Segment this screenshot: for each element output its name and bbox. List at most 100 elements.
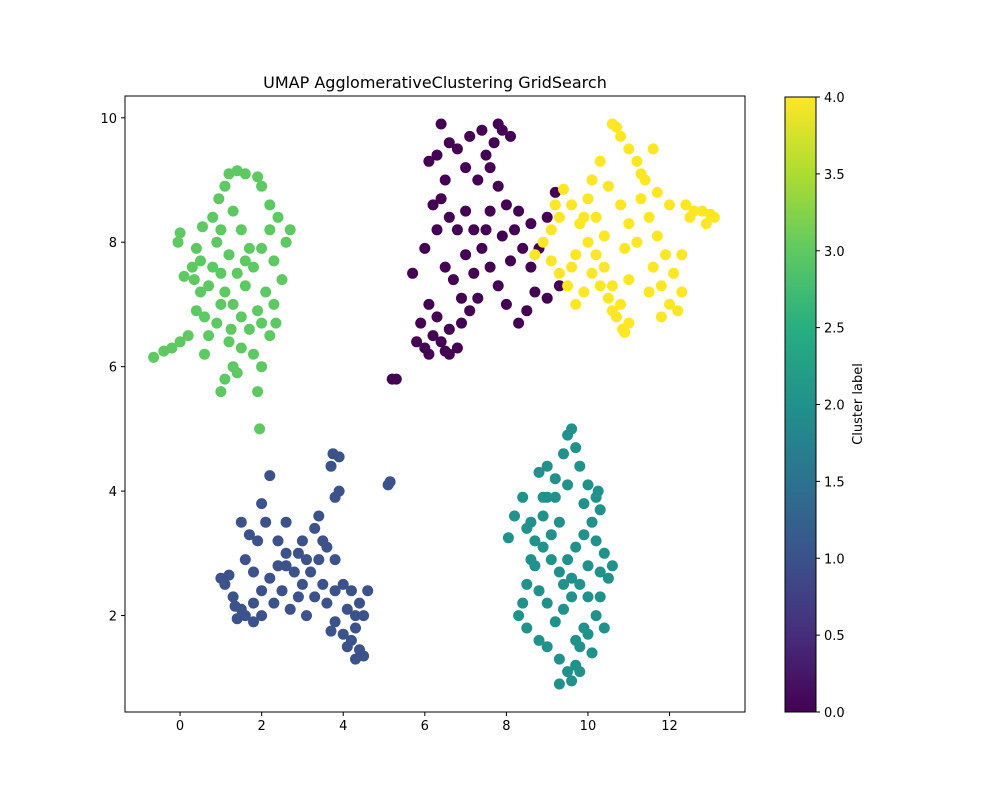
scatter-point-cluster-3-6: [172, 236, 184, 248]
scatter-point-cluster-4-38: [655, 280, 667, 292]
scatter-point-cluster-1-41: [280, 516, 292, 528]
x-tick-label: 4: [339, 719, 347, 734]
scatter-point-cluster-0-40: [541, 211, 553, 223]
scatter-point-cluster-2-58: [558, 578, 569, 590]
colorbar-tick-label: 0.0: [824, 706, 845, 721]
colorbar-tick-label: 1.0: [824, 552, 845, 567]
scatter-point-cluster-3-64: [188, 274, 200, 286]
scatter-point-cluster-1-24: [362, 585, 374, 597]
scatter-point-cluster-3-43: [219, 373, 231, 385]
scatter-point-cluster-2-57: [594, 566, 606, 578]
scatter-point-cluster-1-52: [329, 491, 341, 503]
scatter-point-cluster-1-36: [260, 516, 272, 528]
scatter-point-cluster-0-53: [484, 205, 496, 217]
scatter-point-cluster-1-42: [272, 535, 284, 547]
scatter-point-cluster-4-18: [578, 286, 590, 298]
scatter-point-cluster-0-68: [525, 218, 537, 230]
scatter-point-cluster-0-17: [451, 224, 463, 236]
scatter-point-cluster-2-64: [598, 622, 610, 634]
scatter-point-cluster-1-53: [325, 460, 337, 472]
scatter-point-cluster-0-10: [431, 311, 443, 323]
scatter-point-cluster-0-19: [435, 193, 447, 205]
scatter-point-cluster-1-61: [292, 547, 304, 559]
scatter-point-cluster-2-10: [574, 460, 586, 472]
scatter-point-cluster-2-18: [553, 566, 565, 578]
scatter-point-cluster-4-67: [676, 249, 688, 261]
scatter-point-cluster-3-12: [190, 305, 202, 317]
scatter-point-cluster-1-31: [341, 641, 353, 653]
scatter-point-cluster-0-51: [468, 224, 480, 236]
scatter-point-cluster-0-60: [435, 118, 447, 130]
scatter-point-cluster-1-38: [264, 470, 276, 482]
scatter-point-cluster-3-36: [268, 255, 280, 267]
scatter-point-cluster-3-48: [235, 311, 247, 323]
scatter-point-cluster-4-40: [680, 199, 692, 211]
scatter-point-cluster-1-21: [337, 578, 349, 590]
scatter-point-cluster-1-37: [256, 498, 268, 510]
scatter-point-cluster-0-23: [423, 155, 435, 167]
scatter-point-cluster-4-15: [602, 292, 614, 304]
scatter-point-cluster-2-6: [558, 448, 569, 460]
scatter-point-cluster-4-3: [553, 211, 565, 223]
y-tick-label: 6: [109, 361, 117, 376]
scatter-point-cluster-2-26: [533, 634, 545, 646]
scatter-point-cluster-0-57: [439, 261, 451, 273]
scatter-point-cluster-2-68: [553, 678, 565, 690]
scatter-point-cluster-4-26: [623, 143, 635, 155]
scatter-point-cluster-1-1: [219, 578, 231, 590]
scatter-point-cluster-0-63: [423, 348, 435, 360]
scatter-point-cluster-3-8: [178, 270, 190, 282]
colorbar-label: Cluster label: [851, 363, 866, 445]
scatter-point-cluster-4-21: [553, 267, 565, 279]
scatter-point-cluster-1-16: [329, 554, 341, 566]
scatter-point-cluster-0-24: [431, 149, 443, 161]
scatter-point-cluster-2-43: [558, 603, 569, 615]
scatter-point-cluster-1-23: [354, 597, 365, 609]
scatter-point-cluster-4-36: [672, 305, 684, 317]
scatter-point-cluster-3-24: [243, 242, 255, 254]
scatter-point-cluster-1-11: [288, 566, 300, 578]
scatter-point-cluster-2-69: [592, 485, 604, 497]
scatter-point-cluster-0-37: [517, 242, 529, 254]
scatter-point-cluster-4-54: [570, 249, 582, 261]
scatter-point-cluster-1-22: [345, 585, 357, 597]
scatter-point-cluster-3-57: [203, 280, 215, 292]
scatter-point-cluster-1-19: [321, 597, 333, 609]
scatter-point-cluster-3-21: [239, 168, 251, 180]
scatter-point-cluster-0-34: [492, 180, 504, 192]
scatter-point-cluster-2-24: [513, 610, 525, 622]
scatter-point-cluster-4-47: [623, 218, 635, 230]
scatter-point-cluster-1-58: [223, 569, 235, 581]
scatter-point-cluster-4-46: [684, 211, 696, 223]
scatter-point-cluster-3-25: [223, 249, 235, 261]
scatter-point-cluster-3-23: [235, 224, 247, 236]
scatter-point-cluster-4-25: [611, 121, 622, 133]
scatter-point-cluster-2-20: [537, 541, 549, 553]
scatter-point-cluster-2-1: [525, 516, 537, 528]
scatter-point-cluster-4-11: [615, 298, 627, 310]
scatter-point-cluster-0-35: [500, 199, 512, 211]
scatter-point-cluster-1-59: [248, 566, 259, 578]
scatter-point-cluster-0-42: [553, 280, 565, 292]
scatter-point-cluster-1-64: [350, 610, 361, 622]
scatter-point-cluster-2-19: [545, 554, 557, 566]
scatter-point-cluster-0-25: [443, 137, 455, 149]
scatter-point-cluster-2-38: [598, 547, 610, 559]
scatter-point-cluster-0-29: [480, 149, 492, 161]
scatter-point-cluster-3-16: [207, 211, 219, 223]
scatter-point-cluster-3-22: [227, 205, 239, 217]
scatter-point-cluster-0-36: [509, 224, 520, 236]
scatter-point-cluster-1-62: [301, 554, 312, 566]
scatter-point-cluster-0-1: [386, 373, 398, 385]
y-tick-label: 8: [109, 236, 117, 251]
scatter-point-cluster-0-69: [464, 130, 476, 142]
scatter-point-cluster-3-15: [211, 236, 223, 248]
scatter-point-cluster-3-28: [227, 298, 239, 310]
scatter-point-cluster-3-26: [231, 267, 243, 279]
scatter-point-cluster-3-61: [252, 386, 264, 398]
scatter-point-cluster-3-62: [254, 423, 266, 435]
scatter-point-cluster-4-7: [582, 236, 594, 248]
x-tick-label: 0: [176, 719, 184, 734]
scatter-point-cluster-1-60: [239, 554, 251, 566]
